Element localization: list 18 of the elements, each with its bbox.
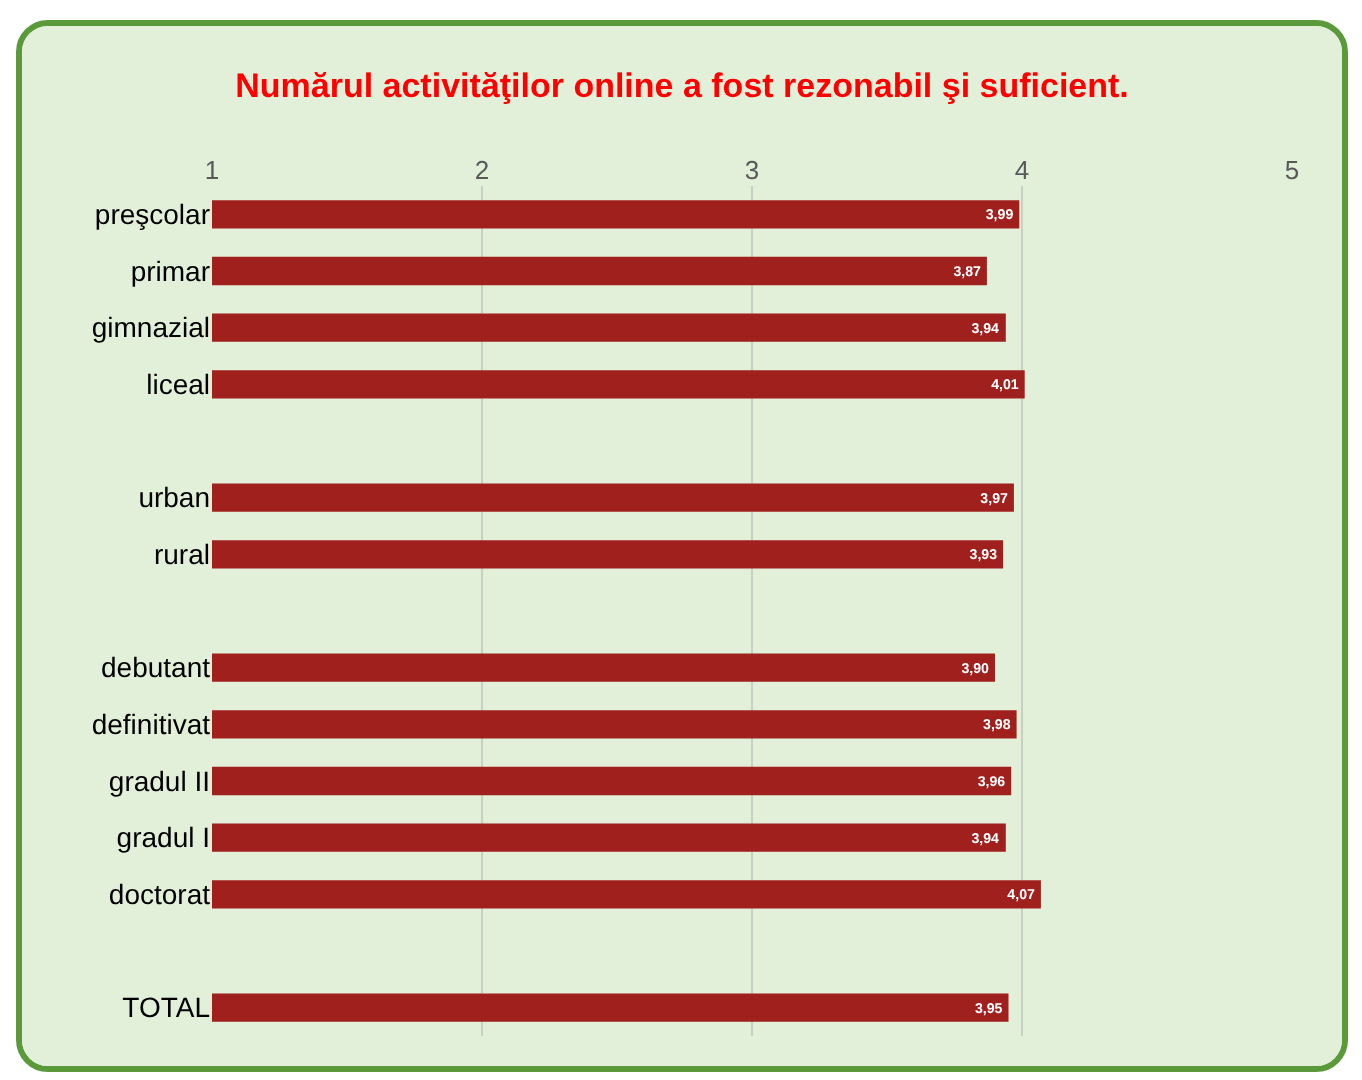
y-tick-label: gradul II [108,764,210,797]
x-tick-label: 5 [1284,154,1300,185]
x-tick-label: 4 [1014,154,1030,185]
y-tick-label: primar [130,254,211,287]
x-tick-label: 1 [204,154,220,185]
y-tick-label: preşcolar [94,198,211,231]
y-tick-label: liceal [146,368,210,401]
chart-title: Numărul activităţilor online a fost rezonabil şi suficient. [235,66,1129,105]
y-tick-label: gimnazial [91,311,210,344]
x-tick-label: 3 [744,154,760,185]
y-tick-label: debutant [101,651,211,684]
y-tick-label: gradul I [116,821,210,854]
x-tick-label: 2 [474,154,490,185]
y-tick-label: TOTAL [122,991,211,1024]
y-tick-label: doctorat [108,878,211,911]
y-tick-label: urban [138,481,210,514]
y-tick-label: definitivat [91,708,211,741]
y-tick-label: rural [153,538,210,571]
